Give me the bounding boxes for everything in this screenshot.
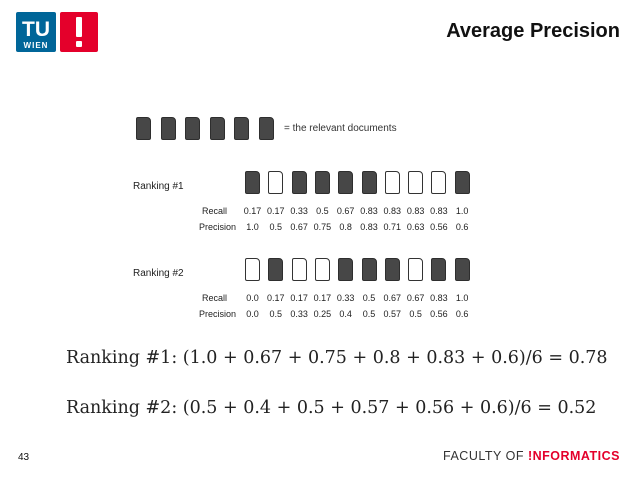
recall-value: 0.67 — [336, 206, 355, 216]
precision-value: 0.5 — [362, 309, 376, 319]
non-relevant-doc — [408, 258, 424, 281]
recall-value: 0.83 — [360, 206, 378, 216]
precision-value: 0.6 — [455, 309, 469, 319]
recall-value: 0.5 — [362, 293, 376, 303]
recall-value: 1.0 — [455, 293, 469, 303]
precision-value: 0.83 — [360, 222, 378, 232]
precision-value: 0.67 — [290, 222, 308, 232]
legend-relevant-doc — [209, 117, 225, 140]
relevant-doc — [361, 258, 377, 281]
ranking-2-label: Ranking #2 — [133, 268, 184, 279]
recall-value: 0.67 — [406, 293, 425, 303]
precision-value: 0.0 — [246, 309, 259, 319]
non-relevant-doc — [408, 171, 424, 194]
recall-value: 0.67 — [383, 293, 402, 303]
precision-value: 0.25 — [313, 309, 332, 319]
recall-value: 0.17 — [267, 293, 285, 303]
relevant-doc — [338, 258, 354, 281]
ranking-1-recall-label: Recall — [201, 206, 227, 216]
recall-value: 0.83 — [430, 206, 448, 216]
non-relevant-doc — [314, 258, 330, 281]
non-relevant-doc — [384, 171, 400, 194]
recall-value: 0.17 — [290, 293, 308, 303]
faculty-footer: FACULTY OF !NFORMATICS — [443, 449, 620, 463]
tu-wien-logo: TU WIEN — [16, 12, 98, 52]
legend-relevant-doc — [258, 117, 274, 140]
non-relevant-doc — [431, 171, 447, 194]
recall-value: 0.0 — [246, 293, 259, 303]
legend-text: = the relevant documents — [284, 123, 397, 134]
precision-value: 0.33 — [290, 309, 308, 319]
recall-value: 0.33 — [336, 293, 355, 303]
recall-value: 1.0 — [455, 206, 469, 216]
recall-value: 0.83 — [383, 206, 402, 216]
faculty-prefix: FACULTY OF — [443, 449, 528, 463]
ranking-2-precision-label: Precision — [198, 309, 236, 319]
non-relevant-doc — [268, 171, 284, 194]
relevant-doc — [268, 258, 284, 281]
precision-value: 1.0 — [246, 222, 259, 232]
recall-value: 0.83 — [430, 293, 448, 303]
precision-value: 0.56 — [430, 222, 448, 232]
relevant-doc — [338, 171, 354, 194]
relevant-doc — [431, 258, 447, 281]
precision-value: 0.56 — [430, 309, 448, 319]
recall-value: 0.33 — [290, 206, 308, 216]
logo-tu-text: TU — [22, 18, 50, 41]
precision-value: 0.5 — [269, 222, 283, 232]
ranking-1-precision-label: Precision — [198, 222, 236, 232]
recall-value: 0.83 — [406, 206, 425, 216]
non-relevant-doc — [245, 258, 260, 281]
ranking-1-label: Ranking #1 — [133, 181, 184, 192]
precision-value: 0.71 — [383, 222, 402, 232]
relevant-doc — [361, 171, 377, 194]
precision-value: 0.63 — [406, 222, 425, 232]
recall-value: 0.17 — [243, 206, 262, 216]
precision-value: 0.5 — [409, 309, 422, 319]
recall-value: 0.17 — [267, 206, 285, 216]
recall-value: 0.5 — [316, 206, 329, 216]
precision-value: 0.8 — [339, 222, 352, 232]
relevant-doc — [245, 171, 260, 194]
non-relevant-doc — [291, 258, 307, 281]
relevant-doc — [314, 171, 330, 194]
legend-relevant-doc — [136, 117, 151, 140]
precision-value: 0.75 — [313, 222, 332, 232]
precision-value: 0.5 — [269, 309, 283, 319]
precision-value: 0.57 — [383, 309, 402, 319]
relevant-doc — [454, 171, 470, 194]
legend-relevant-doc — [160, 117, 176, 140]
legend-relevant-doc — [234, 117, 249, 140]
legend-relevant-doc — [185, 117, 200, 140]
relevant-doc — [454, 258, 470, 281]
formula-ranking-2: Ranking #2: (0.5 + 0.4 + 0.5 + 0.57 + 0.… — [66, 398, 597, 418]
precision-value: 0.4 — [339, 309, 352, 319]
precision-value: 0.6 — [455, 222, 469, 232]
relevant-doc — [384, 258, 400, 281]
logo-wien-text: WIEN — [24, 41, 49, 50]
ranking-2-recall-label: Recall — [201, 293, 227, 303]
relevant-doc — [291, 171, 307, 194]
slide-title: Average Precision — [446, 20, 620, 42]
faculty-informatics: !NFORMATICS — [527, 449, 620, 463]
page-number: 43 — [18, 452, 30, 463]
recall-value: 0.17 — [313, 293, 332, 303]
formula-ranking-1: Ranking #1: (1.0 + 0.67 + 0.75 + 0.8 + 0… — [66, 348, 608, 368]
